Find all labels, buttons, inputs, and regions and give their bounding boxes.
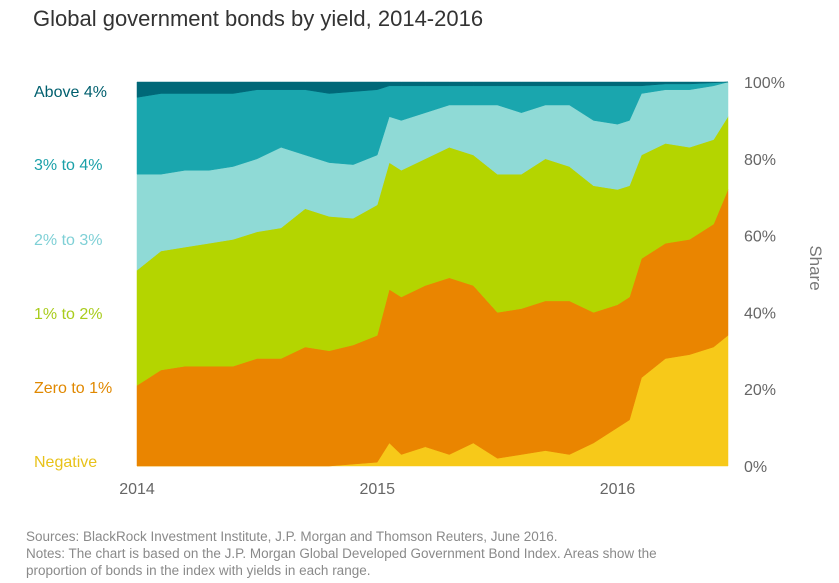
x-tick-label: 2014: [119, 481, 155, 498]
chart-title: Global government bonds by yield, 2014-2…: [33, 6, 484, 31]
sources-note: Sources: BlackRock Investment Institute,…: [26, 529, 558, 544]
y-tick-label: 60%: [744, 229, 776, 246]
y-tick-label: 20%: [744, 382, 776, 399]
legend-negative: Negative: [34, 454, 97, 471]
area-above-4pct: [136, 81, 729, 98]
area-series-group: [136, 81, 729, 467]
notes-line-2: proportion of bonds in the index with yi…: [26, 563, 371, 578]
x-tick-label: 2015: [359, 481, 395, 498]
legend-above-4pct: Above 4%: [34, 84, 107, 101]
stacked-area-chart: Negative Zero to 1% 1% to 2% 2% to 3% 3% to …: [34, 75, 825, 498]
notes-line-1: Notes: The chart is based on the J.P. Mo…: [26, 546, 657, 561]
y-axis-ticks: 0% 20% 40% 60% 80% 100%: [744, 75, 785, 476]
y-tick-label: 100%: [744, 75, 785, 92]
y-tick-label: 80%: [744, 152, 776, 169]
legend-2pct-to-3pct: 2% to 3%: [34, 232, 102, 249]
legend-3pct-to-4pct: 3% to 4%: [34, 157, 102, 174]
x-tick-label: 2016: [600, 481, 636, 498]
legend-1pct-to-2pct: 1% to 2%: [34, 306, 102, 323]
legend: Negative Zero to 1% 1% to 2% 2% to 3% 3% to …: [34, 84, 112, 471]
legend-zero-to-1pct: Zero to 1%: [34, 380, 112, 397]
x-axis-ticks: 2014 2015 2016: [119, 481, 635, 498]
chart-footer: Sources: BlackRock Investment Institute,…: [26, 528, 826, 579]
y-axis-label: Share: [806, 245, 825, 290]
y-tick-label: 40%: [744, 305, 776, 322]
y-tick-label: 0%: [744, 459, 767, 476]
